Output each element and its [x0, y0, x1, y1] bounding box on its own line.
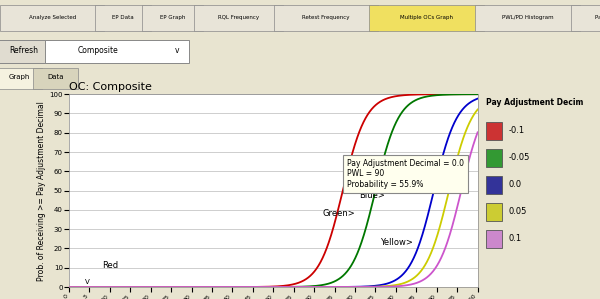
Text: EP Data: EP Data	[112, 15, 134, 20]
Text: Blue>: Blue>	[359, 191, 385, 200]
FancyBboxPatch shape	[194, 5, 283, 31]
Bar	[486, 230, 502, 248]
Text: Pay Adjustment Decimal = 0.0
PWL = 90
Probability = 55.9%: Pay Adjustment Decimal = 0.0 PWL = 90 Pr…	[347, 159, 464, 189]
Text: 0.1: 0.1	[508, 234, 521, 243]
FancyBboxPatch shape	[0, 68, 42, 89]
Bar	[486, 203, 502, 220]
FancyBboxPatch shape	[369, 5, 484, 31]
Text: Pay Histogram: Pay Histogram	[595, 15, 600, 20]
Text: Retest Frequency: Retest Frequency	[302, 15, 350, 20]
Text: V: V	[85, 279, 90, 285]
Text: Yellow>: Yellow>	[380, 238, 412, 247]
Text: Multiple OCs Graph: Multiple OCs Graph	[400, 15, 453, 20]
Text: PWL/PD Histogram: PWL/PD Histogram	[502, 15, 553, 20]
FancyBboxPatch shape	[45, 40, 189, 63]
FancyBboxPatch shape	[571, 5, 600, 31]
Text: Composite: Composite	[78, 46, 119, 55]
Text: -0.05: -0.05	[508, 153, 530, 162]
FancyBboxPatch shape	[274, 5, 378, 31]
Text: Red: Red	[101, 261, 118, 270]
Text: Analyze Selected: Analyze Selected	[29, 15, 76, 20]
FancyBboxPatch shape	[475, 5, 580, 31]
FancyBboxPatch shape	[95, 5, 151, 31]
Bar	[486, 176, 502, 193]
Text: Data: Data	[47, 74, 64, 80]
FancyBboxPatch shape	[142, 5, 203, 31]
Bar	[486, 122, 502, 140]
FancyBboxPatch shape	[0, 40, 51, 63]
Text: Refresh: Refresh	[10, 46, 38, 55]
Text: RQL Frequency: RQL Frequency	[218, 15, 259, 20]
Text: OC: Composite: OC: Composite	[69, 82, 152, 92]
Y-axis label: Prob. of Receiving >= Pay Adjustment Decimal: Prob. of Receiving >= Pay Adjustment Dec…	[37, 101, 46, 280]
Text: 0.05: 0.05	[508, 207, 527, 216]
Text: 0.0: 0.0	[508, 180, 521, 189]
Text: -0.1: -0.1	[508, 126, 524, 135]
Text: EP Graph: EP Graph	[160, 15, 185, 20]
Text: v: v	[175, 46, 179, 55]
Text: Pay Adjustment Decim: Pay Adjustment Decim	[486, 98, 583, 107]
Bar	[486, 149, 502, 167]
FancyBboxPatch shape	[0, 5, 104, 31]
FancyBboxPatch shape	[33, 68, 78, 89]
Text: Graph: Graph	[9, 74, 30, 80]
Text: Green>: Green>	[322, 209, 355, 218]
